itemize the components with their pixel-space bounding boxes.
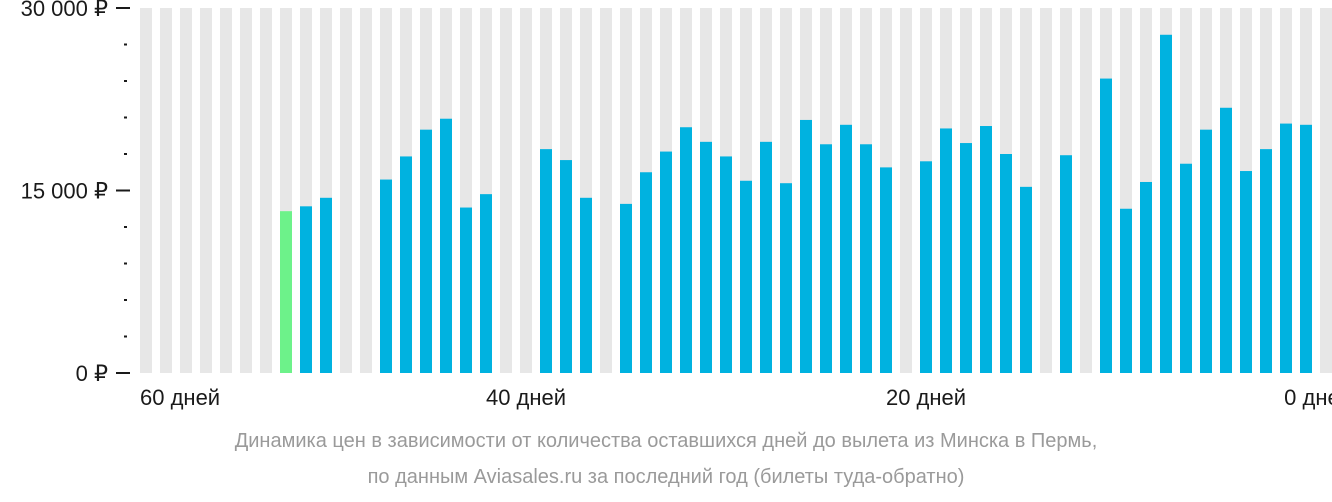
x-tick-label: 0 дней [1284,385,1332,410]
column-bg [1080,8,1092,373]
bar[interactable] [620,203,632,373]
bar[interactable] [720,156,732,373]
bar[interactable] [700,141,712,373]
bar[interactable] [1220,107,1232,374]
y-tick-label: 15 000 ₽ [21,179,108,204]
bar-cheapest[interactable] [280,211,292,373]
column-bg [220,8,232,373]
bar[interactable] [1120,208,1132,373]
bar[interactable] [840,124,852,373]
column-bg [500,8,512,373]
bar[interactable] [960,143,972,373]
bar[interactable] [1200,129,1212,373]
bar[interactable] [740,180,752,373]
bar[interactable] [440,118,452,373]
bar[interactable] [540,149,552,373]
bar[interactable] [1260,149,1272,373]
x-axis: 60 дней 40 дней 20 дней 0 дней [140,385,1332,410]
bar[interactable] [640,172,652,373]
bar[interactable] [920,161,932,373]
bar[interactable] [400,156,412,373]
bar[interactable] [580,197,592,373]
bar[interactable] [300,206,312,373]
price-chart: 30 000 ₽ 15 000 ₽ 0 ₽ 60 дней 40 дней 20 дне… [21,0,1332,410]
column-bg [160,8,172,373]
bar[interactable] [1240,171,1252,373]
bar[interactable] [680,127,692,373]
column-bg [140,8,152,373]
bar[interactable] [1280,123,1292,373]
bar[interactable] [420,129,432,373]
bar[interactable] [480,194,492,373]
bar[interactable] [820,144,832,373]
bar[interactable] [860,144,872,373]
chart-caption-line-1: Динамика цен в зависимости от количества… [234,430,1098,452]
bar[interactable] [660,151,672,373]
column-bg [340,8,352,373]
y-tick-label: 0 ₽ [76,361,108,386]
bar[interactable] [1180,163,1192,373]
bar[interactable] [1020,186,1032,373]
column-bg [200,8,212,373]
bar[interactable] [380,179,392,373]
bar[interactable] [780,183,792,373]
column-bg [180,8,192,373]
x-tick-label: 20 дней [886,385,966,410]
x-tick-label: 60 дней [140,385,220,410]
bar[interactable] [980,126,992,374]
bar[interactable] [1100,78,1112,374]
bar[interactable] [880,167,892,373]
bar[interactable] [320,197,332,373]
bar[interactable] [460,207,472,373]
column-bg [520,8,532,373]
bar[interactable] [1060,155,1072,373]
background-columns [140,8,1332,373]
y-tick-label: 30 000 ₽ [21,0,108,21]
column-bg [360,8,372,373]
column-bg [260,8,272,373]
bar[interactable] [800,119,812,373]
column-bg [240,8,252,373]
bar[interactable] [560,160,572,373]
column-bg [1040,8,1052,373]
bar[interactable] [1300,124,1312,373]
bar[interactable] [1000,154,1012,373]
column-bg [1320,8,1332,373]
chart-caption-line-2: по данным Aviasales.ru за последний год … [367,466,965,488]
column-bg [900,8,912,373]
bar[interactable] [1140,181,1152,373]
bar[interactable] [760,141,772,373]
bars-group [280,34,1312,374]
column-bg [600,8,612,373]
bar[interactable] [940,128,952,373]
y-axis: 30 000 ₽ 15 000 ₽ 0 ₽ [21,0,130,386]
bar[interactable] [1160,34,1172,374]
x-tick-label: 40 дней [486,385,566,410]
